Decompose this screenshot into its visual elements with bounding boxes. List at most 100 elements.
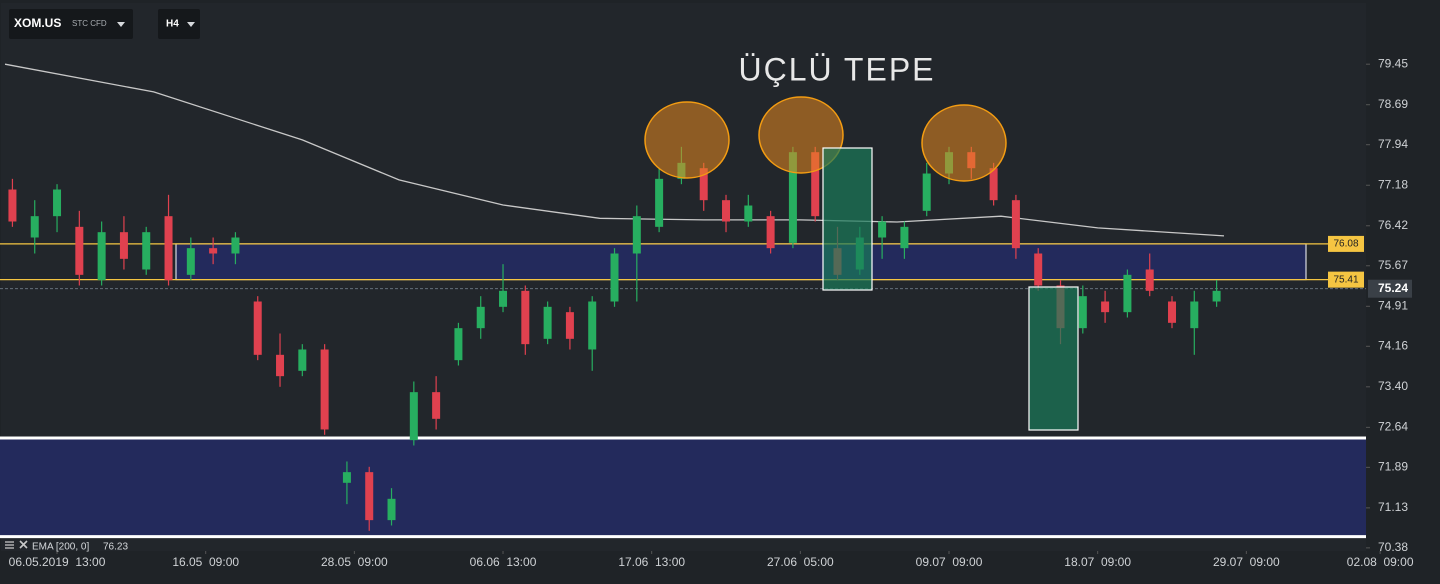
candle-body bbox=[97, 232, 106, 281]
x-tick-label: 17.06 13:00 bbox=[618, 555, 685, 569]
y-tick-label: 76.42 bbox=[1378, 218, 1408, 232]
candle-body bbox=[186, 248, 195, 275]
candle-body bbox=[788, 152, 797, 243]
level-label: 75.41 bbox=[1333, 274, 1358, 285]
peak-circle bbox=[644, 101, 730, 179]
candle-body bbox=[298, 349, 307, 371]
ema-value: 76.23 bbox=[103, 542, 128, 553]
candle-body bbox=[432, 392, 441, 419]
pattern-box bbox=[822, 147, 873, 291]
last-price-tag bbox=[1368, 279, 1412, 298]
candle-body bbox=[231, 237, 240, 254]
candle-body bbox=[655, 178, 664, 227]
candle-body bbox=[766, 216, 775, 249]
candle-body bbox=[900, 226, 909, 249]
candle-body bbox=[1078, 296, 1087, 329]
resistance-zone bbox=[175, 243, 1307, 281]
candle-body bbox=[409, 392, 418, 441]
candle-body bbox=[253, 301, 262, 355]
x-tick-label: 28.05 09:00 bbox=[321, 555, 388, 569]
candle-body bbox=[632, 216, 641, 254]
candle-body bbox=[989, 168, 998, 201]
candle-body bbox=[699, 168, 708, 201]
candle-body bbox=[142, 232, 151, 270]
zones bbox=[0, 243, 1366, 539]
symbol: XOM.US bbox=[14, 16, 61, 30]
menu-icon[interactable] bbox=[5, 541, 14, 549]
x-tick-label: 06.05.2019 13:00 bbox=[9, 555, 106, 569]
candle-body bbox=[1212, 290, 1221, 302]
candle-body bbox=[164, 216, 173, 281]
symbol-selector[interactable] bbox=[9, 9, 133, 39]
candle-body bbox=[499, 290, 508, 307]
candle-body bbox=[75, 226, 84, 275]
candle-body bbox=[722, 200, 731, 222]
instrument-type: STC CFD bbox=[72, 19, 107, 28]
y-tick-label: 75.67 bbox=[1378, 258, 1408, 272]
candle-body bbox=[1190, 301, 1199, 329]
candle-body bbox=[878, 221, 887, 238]
y-tick-label: 71.13 bbox=[1378, 500, 1408, 514]
candle-body bbox=[342, 472, 351, 483]
dropdown-caret bbox=[117, 22, 125, 27]
candle-body bbox=[209, 248, 218, 254]
y-tick-label: 71.89 bbox=[1378, 460, 1408, 474]
x-tick-label: 18.07 09:00 bbox=[1064, 555, 1131, 569]
timeframe-selector[interactable] bbox=[158, 9, 200, 39]
candle-body bbox=[8, 189, 17, 222]
remove-icon[interactable] bbox=[19, 540, 28, 549]
candle-body bbox=[610, 253, 619, 302]
y-tick-label: 77.18 bbox=[1378, 177, 1408, 191]
candle-body bbox=[543, 306, 552, 339]
peak-circle bbox=[921, 104, 1007, 182]
y-tick-label: 73.40 bbox=[1378, 379, 1408, 393]
candle-body bbox=[119, 232, 128, 259]
chart-title: ÜÇLÜ TEPE bbox=[738, 51, 935, 87]
annotations bbox=[644, 96, 1079, 431]
candle-body bbox=[521, 290, 530, 345]
candle-body bbox=[1168, 301, 1177, 323]
support-zone bbox=[0, 438, 1366, 537]
ema-name: EMA [200, 0] bbox=[32, 542, 89, 553]
candle-body bbox=[365, 472, 374, 521]
level-tag bbox=[1328, 271, 1364, 288]
y-tick-label: 77.94 bbox=[1378, 137, 1408, 151]
candle-body bbox=[476, 306, 485, 329]
candle-body bbox=[1034, 253, 1043, 286]
candle-body bbox=[53, 189, 62, 217]
candle-body bbox=[387, 498, 396, 521]
last-price-label: 75.24 bbox=[1378, 281, 1408, 295]
level-label: 76.08 bbox=[1333, 239, 1358, 250]
axes: 76.08 75.41 79.45 78.69 77.94 77.18 76.42 75.67… bbox=[9, 56, 1414, 569]
x-tick-label: 06.06 13:00 bbox=[470, 555, 537, 569]
timeframe: H4 bbox=[166, 19, 179, 30]
y-tick-label: 70.38 bbox=[1378, 540, 1408, 554]
x-tick-label: 02.08 09:00 bbox=[1347, 555, 1414, 569]
y-tick-label: 72.64 bbox=[1378, 420, 1408, 434]
x-tick-label: 09.07 09:00 bbox=[916, 555, 983, 569]
indicator-legend: EMA [200, 0] 76.23 bbox=[5, 540, 128, 553]
candle-body bbox=[30, 216, 39, 238]
y-tick-label: 74.91 bbox=[1378, 298, 1408, 312]
y-tick-label: 78.69 bbox=[1378, 97, 1408, 111]
candle-body bbox=[1011, 200, 1020, 249]
dropdown-caret bbox=[187, 22, 195, 27]
toolbar: XOM.US STC CFD H4 bbox=[9, 9, 200, 39]
candle-body bbox=[922, 173, 931, 211]
candle-body bbox=[1101, 301, 1110, 313]
candle-body bbox=[588, 301, 597, 350]
candle-body bbox=[1123, 274, 1132, 313]
level-tag bbox=[1328, 235, 1364, 252]
peak-circle bbox=[758, 96, 844, 174]
x-tick-label: 27.06 05:00 bbox=[767, 555, 834, 569]
x-tick-label: 16.05 09:00 bbox=[172, 555, 239, 569]
candle-body bbox=[1145, 269, 1154, 291]
candle-body bbox=[811, 152, 820, 217]
candle-body bbox=[276, 354, 285, 377]
x-tick-label: 29.07 09:00 bbox=[1213, 555, 1280, 569]
candle-body bbox=[565, 312, 574, 339]
candle-body bbox=[320, 349, 329, 430]
y-tick-label: 79.45 bbox=[1378, 56, 1408, 70]
